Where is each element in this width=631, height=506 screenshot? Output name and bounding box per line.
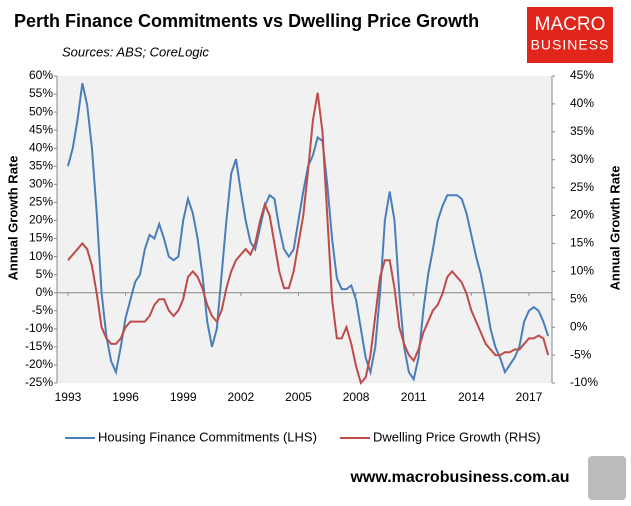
- y-tick-label: 55%: [29, 86, 53, 100]
- x-tick-label: 2008: [343, 390, 370, 404]
- y-tick-label: 20%: [29, 213, 53, 227]
- y-tick-label: -15%: [25, 339, 53, 353]
- y2-tick-label: 20%: [570, 208, 594, 222]
- y2-tick-label: 40%: [570, 96, 594, 110]
- y-tick-label: 40%: [29, 140, 53, 154]
- plot-area: [57, 76, 552, 383]
- x-tick-label: 2017: [516, 390, 543, 404]
- y2-tick-label: -10%: [570, 375, 598, 389]
- wolf-icon: [588, 456, 626, 500]
- chart-title: Perth Finance Commitments vs Dwelling Pr…: [14, 11, 479, 31]
- y-axis-label: Annual Growth Rate: [5, 156, 20, 281]
- series-line: [67, 92, 550, 386]
- y-tick-label: 25%: [29, 195, 53, 209]
- logo-text: MACRO: [535, 14, 606, 35]
- y-tick-label: 60%: [29, 68, 53, 82]
- legend-label: Housing Finance Commitments (LHS): [98, 429, 317, 444]
- subtitle: Sources: ABS; CoreLogic: [62, 44, 209, 59]
- y-tick-label: 10%: [29, 249, 53, 263]
- y2-tick-label: 0%: [570, 319, 588, 333]
- y-tick-label: -25%: [25, 375, 53, 389]
- x-tick-label: 2005: [285, 390, 312, 404]
- footer-url: www.macrobusiness.com.au: [349, 469, 569, 486]
- y-tick-label: 50%: [29, 104, 53, 118]
- x-tick-label: 1993: [55, 390, 82, 404]
- y-tick-label: 5%: [36, 267, 54, 281]
- y-tick-label: 35%: [29, 158, 53, 172]
- x-tick-label: 2002: [227, 390, 254, 404]
- y-tick-label: -5%: [32, 303, 54, 317]
- y2-tick-label: 10%: [570, 264, 594, 278]
- logo-text: BUSINESS: [531, 37, 610, 53]
- y2-tick-label: 35%: [570, 124, 594, 138]
- y2-tick-label: 25%: [570, 180, 594, 194]
- y2-tick-label: -5%: [570, 347, 592, 361]
- y-tick-label: 15%: [29, 231, 53, 245]
- y2-tick-label: 15%: [570, 236, 594, 250]
- y-tick-label: -20%: [25, 357, 53, 371]
- x-tick-label: 2014: [458, 390, 485, 404]
- y-tick-label: -10%: [25, 321, 53, 335]
- y-tick-label: 30%: [29, 177, 53, 191]
- y2-tick-label: 30%: [570, 152, 594, 166]
- y2-tick-label: 45%: [570, 68, 594, 82]
- x-tick-label: 2011: [401, 390, 427, 404]
- x-tick-label: 1999: [170, 390, 197, 404]
- x-tick-label: 1996: [112, 390, 139, 404]
- logo-box: [527, 7, 613, 63]
- y-tick-label: 0%: [36, 285, 54, 299]
- y2-axis-label: Annual Growth Rate: [607, 166, 622, 291]
- y2-tick-label: 5%: [570, 291, 588, 305]
- y-tick-label: 45%: [29, 122, 53, 136]
- legend-label: Dwelling Price Growth (RHS): [373, 429, 541, 444]
